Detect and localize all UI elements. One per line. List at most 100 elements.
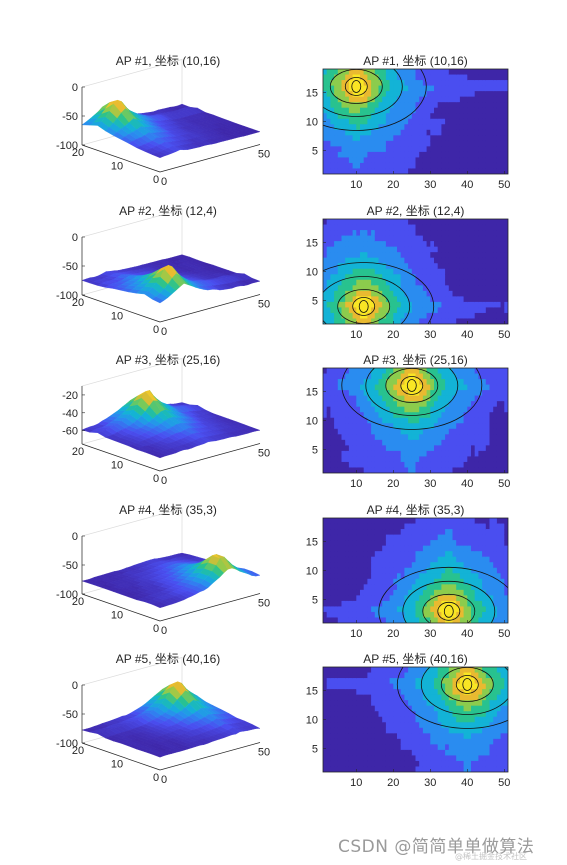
contour-cell (356, 540, 361, 547)
contour-cell (437, 461, 442, 469)
contour-cell (504, 373, 508, 380)
contour-cell (341, 450, 346, 458)
contour-cell (415, 274, 420, 281)
contour-cell (371, 246, 376, 253)
contour-cell (434, 307, 439, 314)
contour-cell (378, 113, 383, 120)
contour-cell (478, 219, 483, 226)
contour-cell (415, 373, 420, 380)
contour-cell (463, 534, 468, 541)
contour-cell (504, 578, 508, 585)
contour-cell (378, 96, 383, 103)
contour-cell (489, 562, 494, 569)
contour-cell (408, 401, 413, 408)
contour-cell (471, 395, 476, 402)
contour-cell (430, 113, 435, 120)
contour-cell (441, 368, 446, 375)
contour-cell (459, 384, 465, 391)
contour-cell (485, 428, 491, 435)
contour-cell (448, 263, 454, 270)
contour-cell (326, 595, 331, 602)
contour-cell (485, 401, 491, 408)
contour-cell (463, 312, 468, 320)
contour-cell (415, 124, 420, 131)
contour-cell (448, 285, 454, 292)
contour-cell (452, 318, 457, 324)
contour-cell (385, 573, 391, 580)
contour-cell (341, 578, 346, 585)
contour-cell (419, 135, 424, 142)
contour-cell (382, 461, 387, 469)
contour-cell (408, 168, 413, 174)
contour-cell (363, 279, 368, 286)
contour-cell (345, 573, 350, 580)
contour-cell (463, 373, 468, 380)
contour-cell (463, 168, 468, 174)
contour-cell (337, 151, 343, 159)
contour-cell (496, 107, 502, 114)
contour-cell (482, 290, 487, 297)
contour-cell (367, 224, 372, 231)
contour-cell (437, 412, 442, 419)
contour-cell (426, 368, 431, 375)
contour-cell (426, 318, 431, 324)
contour-cell (330, 268, 335, 275)
contour-cell (326, 461, 331, 469)
contour-cell (504, 80, 508, 87)
contour-cell (382, 274, 387, 281)
contour-cell (330, 373, 335, 380)
contour-cell (448, 395, 454, 402)
contour-cell (467, 379, 472, 386)
contour-cell (493, 384, 498, 391)
contour-cell (367, 456, 372, 463)
contour-cell (437, 241, 442, 248)
contour-cell (411, 168, 417, 174)
contour-cell (474, 124, 479, 131)
contour-cell (337, 129, 343, 136)
contour-cell (445, 85, 450, 92)
contour-cell (459, 219, 465, 226)
contour-cell (437, 285, 442, 292)
contour-cell (385, 285, 391, 292)
contour-cell (482, 124, 487, 131)
contour-cell (496, 373, 502, 380)
contour-cell (404, 301, 409, 309)
contour-cell (371, 69, 376, 76)
contour-cell (437, 140, 442, 147)
contour-cell (430, 74, 435, 81)
contour-cell (445, 534, 450, 541)
contour-cell (371, 140, 376, 147)
contour-cell (348, 102, 354, 109)
contour-cell (341, 168, 346, 174)
contour-cell (334, 406, 339, 413)
contour-cell (478, 567, 483, 574)
contour-cell (404, 85, 409, 92)
contour-cell (389, 301, 394, 309)
contour-cell (348, 551, 354, 558)
contour-cell (463, 456, 468, 463)
contour-cell (385, 129, 391, 136)
contour-cell (452, 219, 457, 226)
contour-cell (400, 518, 405, 525)
contour-cell (452, 439, 457, 446)
contour-cell (367, 279, 372, 286)
contour-cell (437, 151, 442, 159)
contour-cell (463, 467, 468, 473)
contour-cell (356, 595, 361, 602)
contour-cell (411, 368, 417, 375)
contour-cell (323, 551, 328, 558)
contour-cell (382, 268, 387, 275)
contour-cell (445, 551, 450, 558)
contour-cell (345, 589, 350, 596)
contour-cell (459, 85, 465, 92)
contour-cell (404, 296, 409, 303)
contour-cell (467, 107, 472, 114)
contour-cell (478, 456, 483, 463)
contour-cell (374, 246, 380, 253)
contour-line (341, 368, 483, 430)
contour-cell (326, 611, 331, 619)
contour-cell (360, 274, 365, 281)
contour-cell (393, 252, 398, 259)
